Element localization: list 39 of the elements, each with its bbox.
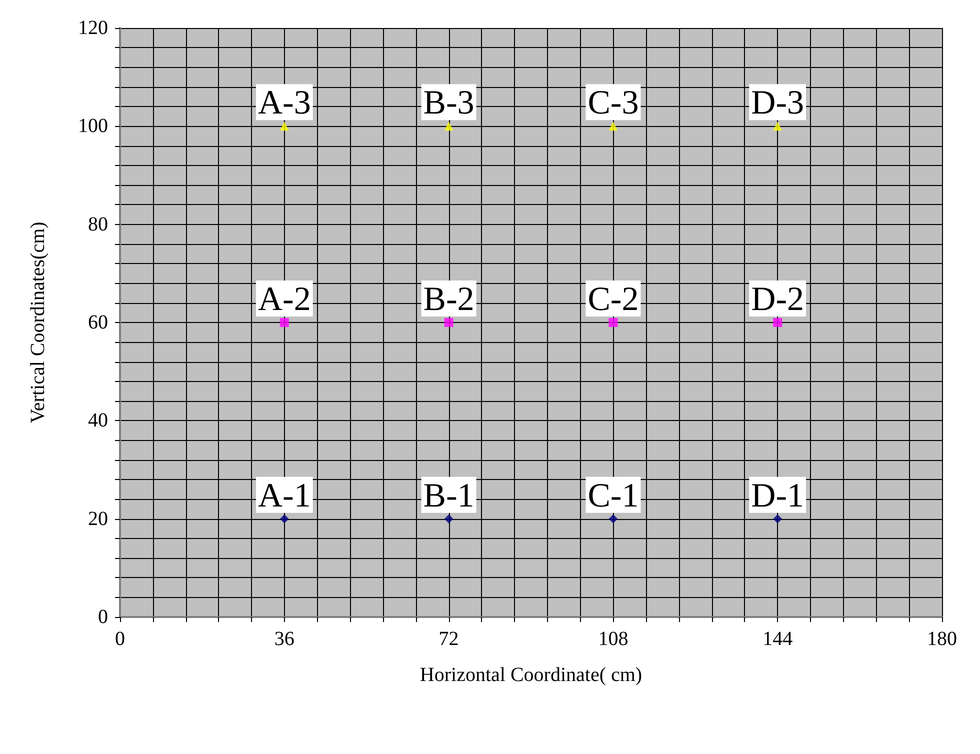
annotation: C-1 — [588, 477, 639, 514]
y-tick-label: 80 — [88, 213, 108, 236]
point — [280, 514, 289, 524]
point — [773, 318, 782, 327]
point — [608, 318, 618, 327]
annotation: C-3 — [588, 84, 639, 122]
y-tick-label: 120 — [78, 17, 108, 39]
annotation: A-3 — [258, 84, 311, 122]
point — [280, 122, 289, 131]
point — [773, 122, 782, 131]
point — [444, 318, 454, 327]
y-tick-label: 0 — [98, 606, 108, 628]
annotation: A-2 — [258, 281, 311, 318]
x-tick-label: 0 — [115, 628, 125, 650]
annotation: D-3 — [751, 84, 804, 122]
y-tick-label: 20 — [88, 508, 108, 530]
point — [773, 514, 782, 524]
x-tick-label: 180 — [927, 628, 957, 650]
x-tick-label: 108 — [598, 628, 628, 650]
point — [444, 514, 454, 524]
annotation: C-2 — [588, 281, 639, 318]
annotation: B-1 — [423, 477, 474, 514]
point — [280, 318, 289, 327]
point — [608, 514, 618, 524]
x-tick-label: 144 — [762, 628, 793, 650]
x-axis-title: Horizontal Coordinate( cm) — [420, 664, 642, 686]
point — [444, 122, 454, 131]
annotation: D-1 — [751, 477, 804, 514]
y-tick-label: 60 — [88, 312, 108, 334]
annotation: D-2 — [751, 281, 804, 318]
y-tick-label: 100 — [78, 115, 108, 138]
x-tick-label: 36 — [274, 628, 294, 650]
point — [608, 122, 618, 131]
y-tick-label: 40 — [88, 410, 108, 432]
annotation: B-3 — [423, 84, 474, 122]
annotation: B-2 — [423, 281, 474, 318]
y-axis-title: Vertical Coordinates(cm) — [27, 222, 49, 424]
x-tick-label: 72 — [438, 628, 459, 650]
annotation: A-1 — [258, 477, 311, 514]
